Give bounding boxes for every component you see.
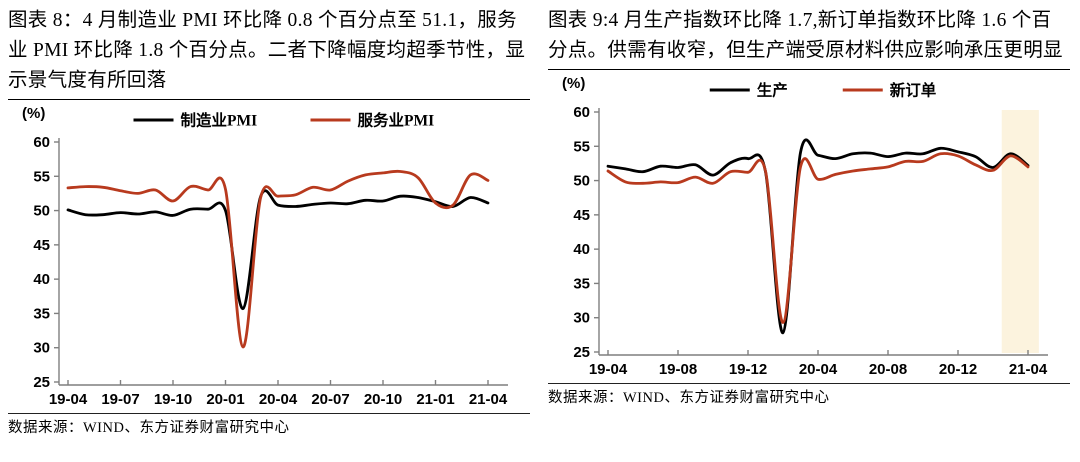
axis-unit-label: (%) xyxy=(562,75,585,92)
figure-8-title: 图表 8：4 月制造业 PMI 环比降 0.8 个百分点至 51.1，服务业 P… xyxy=(8,10,526,91)
panel-figure-9: 图表 9:4 月生产指数环比降 1.7,新订单指数环比降 1.6 个百分点。供需… xyxy=(540,0,1080,462)
x-tick-label: 19-07 xyxy=(101,391,139,408)
x-tick-label: 19-04 xyxy=(589,361,628,378)
x-tick-label: 20-04 xyxy=(259,391,298,408)
y-tick-label: 45 xyxy=(573,207,590,224)
y-tick-label: 35 xyxy=(573,275,590,292)
figure-8-source-divider xyxy=(8,413,530,414)
legend-label: 服务业PMI xyxy=(358,111,435,130)
x-tick-label: 21-04 xyxy=(469,391,508,408)
series-line xyxy=(66,189,490,311)
x-tick-label: 20-08 xyxy=(869,361,907,378)
series-line xyxy=(606,152,1030,324)
y-tick-label: 40 xyxy=(573,241,590,258)
x-tick-label: 19-08 xyxy=(659,361,697,378)
x-tick-label: 20-12 xyxy=(939,361,977,378)
x-tick-label: 20-01 xyxy=(206,391,244,408)
legend-label: 新订单 xyxy=(890,81,937,100)
y-tick-label: 45 xyxy=(33,237,50,254)
figure-9-source: 数据来源：WIND、东方证券财富研究中心 xyxy=(548,390,830,406)
y-tick-label: 35 xyxy=(33,305,50,322)
figure-8-chart: 25 30 35 40 45 50 55 60 19-04 19-07 19-10 20-01 20-0… xyxy=(22,105,508,408)
y-tick-label: 50 xyxy=(573,173,590,190)
legend-label: 生产 xyxy=(757,81,788,100)
y-tick-label: 25 xyxy=(573,344,590,361)
panel-figure-8: 图表 8：4 月制造业 PMI 环比降 0.8 个百分点至 51.1，服务业 P… xyxy=(8,10,530,436)
y-tick-label: 60 xyxy=(33,134,50,151)
highlight-band xyxy=(1001,110,1039,353)
figure-9-chart: 25 30 35 40 45 50 55 60 19-04 19-08 19-12 20-04 20-0… xyxy=(562,75,1048,378)
y-tick-label: 30 xyxy=(573,310,590,327)
x-tick-label: 19-12 xyxy=(729,361,767,378)
y-tick-label: 60 xyxy=(573,104,590,121)
x-tick-label: 19-10 xyxy=(154,391,192,408)
y-tick-label: 25 xyxy=(33,374,50,391)
figure-9-source-divider xyxy=(548,383,1070,384)
figure-9-title-divider xyxy=(548,69,1070,70)
x-tick-label: 20-10 xyxy=(364,391,402,408)
y-tick-label: 30 xyxy=(33,340,50,357)
y-tick-label: 50 xyxy=(33,203,50,220)
y-tick-label: 40 xyxy=(33,271,50,288)
series-line xyxy=(66,169,490,349)
axis-unit-label: (%) xyxy=(22,105,45,122)
figure-8-source: 数据来源：WIND、东方证券财富研究中心 xyxy=(8,420,290,436)
y-tick-label: 55 xyxy=(573,138,590,155)
x-tick-label: 21-04 xyxy=(1009,361,1048,378)
x-tick-label: 19-04 xyxy=(49,391,88,408)
x-tick-label: 20-04 xyxy=(799,361,838,378)
x-tick-label: 20-07 xyxy=(311,391,349,408)
figure-8-title-divider xyxy=(8,99,530,100)
figure-9-title: 图表 9:4 月生产指数环比降 1.7,新订单指数环比降 1.6 个百分点。供需… xyxy=(548,10,1063,61)
y-tick-label: 55 xyxy=(33,168,50,185)
x-tick-label: 21-01 xyxy=(416,391,454,408)
series-line xyxy=(606,138,1030,335)
legend-label: 制造业PMI xyxy=(181,111,258,130)
